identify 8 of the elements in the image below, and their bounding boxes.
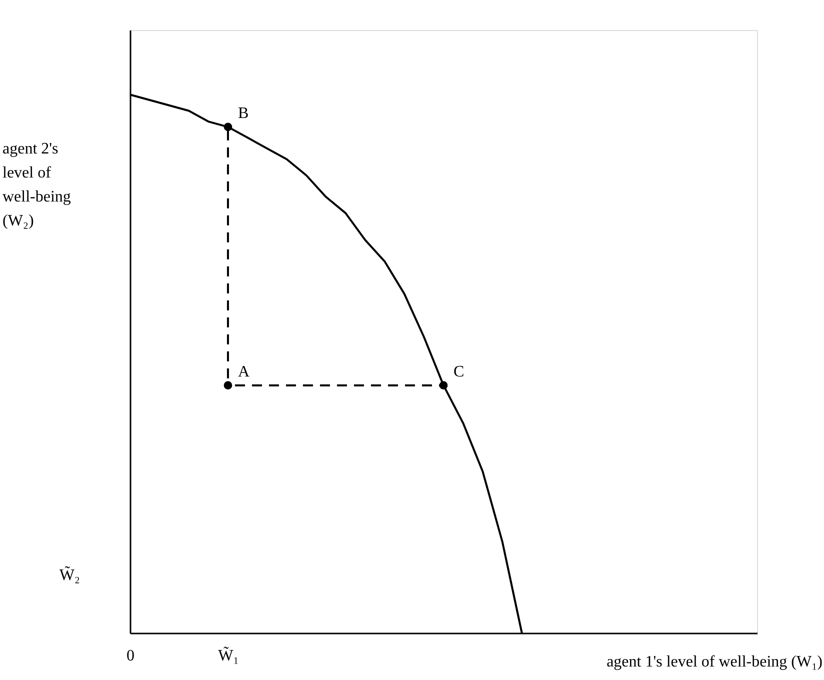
text: W̃₂ xyxy=(59,566,80,584)
x-tick-label: W̃₁ xyxy=(218,646,239,664)
series-label: C xyxy=(454,363,464,380)
series-label: A xyxy=(238,363,250,380)
y-axis-title: agent 2's level of well-being (W₂) xyxy=(2,140,71,230)
x-tick-label: 0 xyxy=(126,648,134,664)
series-label: B xyxy=(238,104,249,122)
x-axis-title: agent 1's level of well-being (W₁) xyxy=(606,654,822,670)
